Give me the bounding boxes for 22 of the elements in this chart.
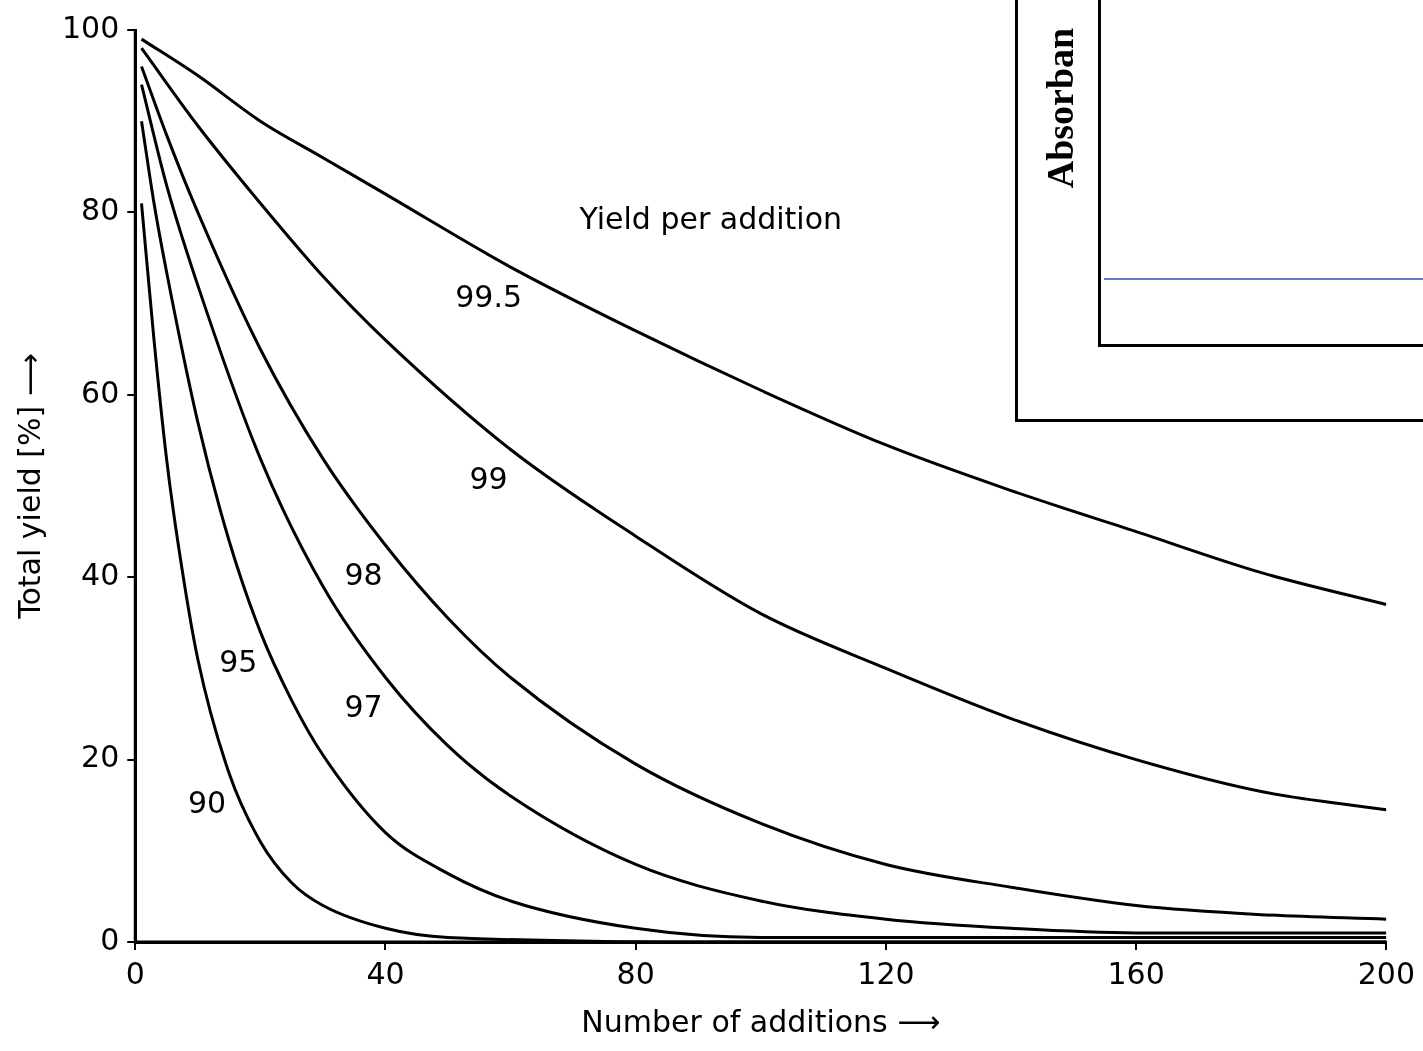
- x-axis-title: Number of additions ⟶: [581, 1003, 941, 1039]
- annotation: Yield per addition: [578, 201, 843, 237]
- series-label: 97: [344, 689, 383, 725]
- x-tick-label: 0: [125, 955, 145, 991]
- x-tick-label: 160: [1107, 955, 1165, 991]
- x-tick-label: 80: [616, 955, 655, 991]
- y-tick-label: 0: [100, 921, 120, 957]
- y-axis-title: Total yield [%] ⟶: [11, 353, 47, 620]
- series-label: 90: [188, 785, 227, 821]
- text: Absorban: [1038, 27, 1082, 188]
- x-tick-label: 120: [857, 955, 915, 991]
- y-tick-label: 40: [81, 557, 120, 592]
- series-label: 99: [469, 461, 508, 497]
- x-tick-label: 40: [366, 955, 405, 991]
- y-tick-label: 100: [62, 9, 120, 45]
- series-label: 98: [344, 557, 383, 593]
- series-label: 95: [219, 643, 258, 679]
- y-tick-label: 80: [81, 192, 120, 228]
- y-tick-label: 60: [81, 374, 120, 410]
- y-tick-label: 20: [81, 739, 120, 775]
- x-tick-label: 200: [1357, 955, 1415, 991]
- series-label: 99.5: [455, 278, 522, 314]
